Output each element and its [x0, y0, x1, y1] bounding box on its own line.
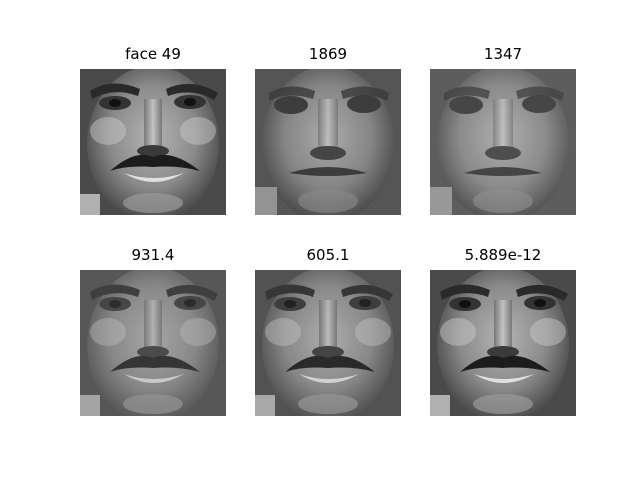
- panel-title: 605.1: [306, 246, 350, 264]
- face-image: [80, 69, 226, 215]
- face-image: [255, 270, 401, 416]
- panel-title: face 49: [125, 45, 181, 63]
- face-image: [430, 270, 576, 416]
- panel-title: 931.4: [131, 246, 175, 264]
- face-image: [255, 69, 401, 215]
- face-image: [80, 270, 226, 416]
- face-image: [430, 69, 576, 215]
- panel-title: 1347: [483, 45, 523, 63]
- panel-title: 1869: [308, 45, 348, 63]
- panel-title: 5.889e-12: [464, 246, 542, 264]
